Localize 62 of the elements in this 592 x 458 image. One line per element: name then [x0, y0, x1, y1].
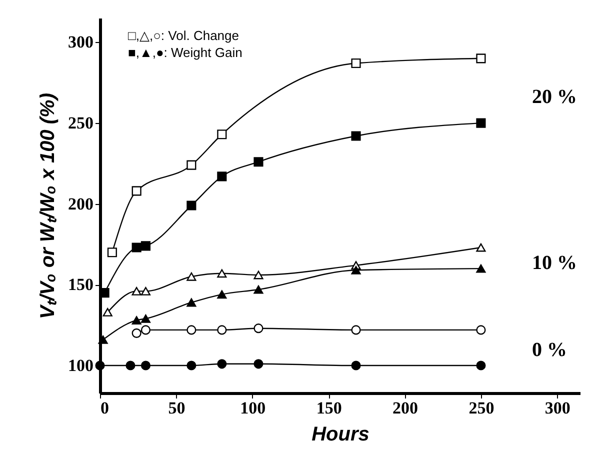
- point: [95, 360, 105, 370]
- annotation: □,△,○: Vol. Change: [128, 28, 239, 43]
- y-tick-label: 250: [68, 114, 94, 133]
- point: [476, 325, 486, 335]
- point: [186, 160, 196, 170]
- point: [186, 200, 196, 210]
- annotation: ■,▲,●: Weight Gain: [128, 45, 242, 60]
- point: [217, 325, 227, 335]
- annotation: 0 %: [532, 339, 567, 361]
- point: [186, 298, 196, 307]
- x-tick-label: 0: [100, 398, 109, 418]
- x-tick-label: 50: [168, 398, 186, 418]
- point: [102, 308, 112, 316]
- y-tick-label: 200: [68, 194, 94, 214]
- x-axis-title: Hours: [312, 424, 370, 446]
- point: [254, 324, 264, 334]
- annotation: 20 %: [532, 86, 577, 108]
- point: [107, 248, 117, 258]
- point: [217, 359, 227, 369]
- point: [351, 266, 361, 274]
- point: [217, 172, 227, 182]
- point: [132, 186, 142, 196]
- point: [476, 360, 486, 370]
- point: [351, 58, 361, 68]
- point: [351, 360, 361, 370]
- point: [351, 131, 361, 141]
- point: [132, 286, 142, 296]
- point: [98, 335, 108, 344]
- x-tick-label: 150: [316, 398, 342, 418]
- y-axis-title: Vₜ/Vₒ or Wₜ/Wₒ x 100 (%): [37, 92, 59, 319]
- point: [186, 272, 196, 281]
- point: [476, 54, 486, 64]
- point: [217, 130, 227, 140]
- point: [254, 285, 264, 294]
- point: [140, 360, 150, 370]
- point: [186, 360, 196, 370]
- point: [140, 286, 150, 296]
- x-tick-label: 200: [392, 398, 418, 418]
- y-tick-label: 100: [68, 356, 94, 376]
- x-tick-label: 100: [240, 398, 266, 418]
- point: [254, 157, 264, 167]
- point: [140, 241, 150, 251]
- point: [254, 359, 264, 369]
- point: [476, 243, 486, 252]
- annotation: 10 %: [532, 252, 577, 274]
- point: [351, 325, 361, 335]
- point: [132, 328, 142, 338]
- point: [132, 316, 142, 324]
- point: [476, 118, 486, 128]
- y-tick-label: 150: [68, 275, 94, 294]
- point: [132, 242, 142, 252]
- x-tick-label: 250: [468, 398, 494, 418]
- point: [476, 264, 486, 273]
- point: [217, 269, 227, 278]
- point: [140, 314, 150, 323]
- y-tick-label: 300: [68, 32, 94, 52]
- point: [140, 325, 150, 335]
- point: [186, 325, 196, 335]
- point: [217, 290, 227, 299]
- point: [254, 270, 264, 280]
- point: [126, 360, 136, 370]
- x-tick-label: 300: [544, 398, 570, 418]
